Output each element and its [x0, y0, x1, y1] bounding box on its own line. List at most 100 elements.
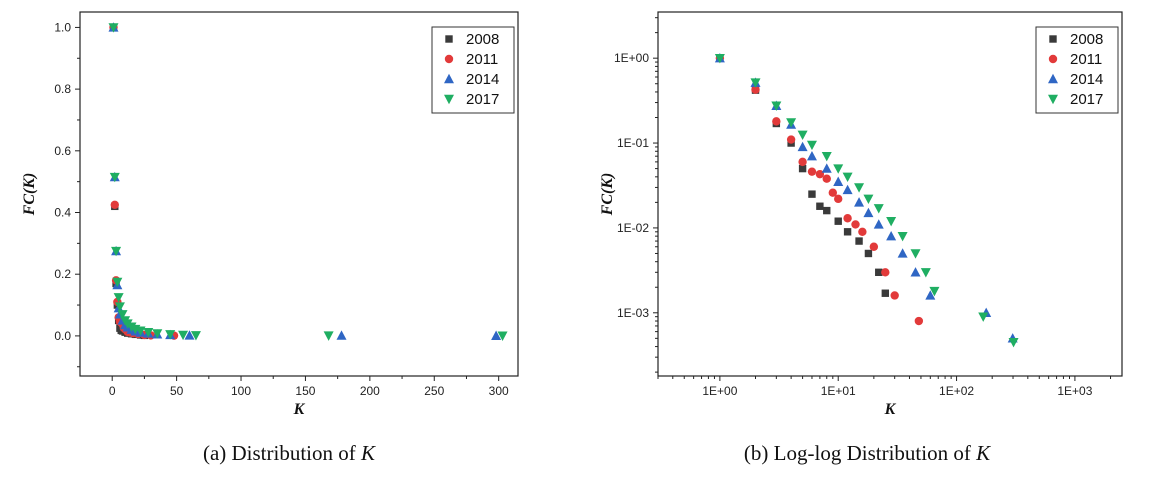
legend-label-2014: 2014: [466, 71, 499, 88]
legend-marker-2014: [1048, 73, 1058, 84]
y-tick-label-0.0: 0.0: [54, 329, 71, 343]
chart-linear: 0 50 100 150 200 250 300 0.0 0.2 0.4 0.6 0.8 1.0 K FC(…: [21, 11, 519, 418]
point-b-2017: [797, 130, 808, 141]
point-a-2017: [497, 331, 508, 341]
point-b-2014: [842, 184, 853, 195]
point-b-2011: [890, 291, 899, 300]
y-tick-label-1E-01: 1E-01: [617, 136, 649, 150]
point-a-2017: [323, 331, 334, 341]
x-axis-label: K: [884, 401, 897, 418]
point-b-2014: [854, 197, 865, 207]
caption-b: (b) Log-log Distribution of K: [578, 441, 1156, 466]
point-b-2011: [843, 214, 852, 223]
point-b-2014: [925, 290, 936, 300]
point-b-2017: [854, 183, 865, 193]
x-tick-label-1E+01: 1E+01: [821, 384, 856, 398]
point-b-2008: [816, 202, 824, 210]
point-b-2014: [797, 141, 808, 152]
point-a-2014: [336, 330, 347, 340]
point-a-2011: [110, 200, 119, 209]
plot-frame: [657, 11, 1123, 377]
legend-marker-2017: [1048, 94, 1058, 105]
point-b-2014: [910, 267, 921, 277]
point-b-2014: [873, 219, 884, 229]
legend-marker-2017: [444, 94, 454, 105]
point-b-2011: [751, 85, 760, 94]
legend-label-2017: 2017: [1070, 91, 1103, 108]
y-tick-label-1E-02: 1E-02: [617, 221, 649, 235]
point-b-2008: [808, 190, 816, 198]
point-a-2017: [114, 302, 125, 312]
point-b-2014: [806, 150, 817, 161]
point-b-2011: [786, 135, 796, 144]
point-b-2017: [786, 118, 797, 128]
point-b-2017: [842, 172, 853, 183]
x-axis-label: K: [293, 401, 306, 418]
caption-a: (a) Distribution of K: [0, 441, 578, 466]
point-b-2017: [897, 231, 908, 242]
point-a-2014: [491, 330, 502, 340]
legend-label-2008: 2008: [466, 31, 499, 48]
point-a-2017: [126, 322, 137, 332]
point-b-2008: [855, 237, 863, 245]
x-tick-label-150: 150: [295, 384, 315, 398]
caption-b-text: (b) Log-log Distribution of: [743, 441, 977, 465]
panel-linear: 0 50 100 150 200 250 300 0.0 0.2 0.4 0.6 0.8 1.0 K FC(…: [0, 11, 578, 466]
legend-marker-2014: [444, 73, 454, 84]
point-a-2017: [135, 326, 146, 336]
point-b-2017: [821, 151, 832, 162]
legend-marker-2008: [1049, 35, 1057, 43]
legend-marker-2011: [1048, 54, 1058, 64]
point-b-2011: [807, 167, 817, 176]
point-a-2017: [113, 293, 124, 303]
legend-label-2014: 2014: [1070, 71, 1103, 88]
point-b-2017: [771, 101, 782, 111]
point-b-2011: [822, 174, 831, 183]
point-b-2014: [821, 163, 832, 173]
point-a-2017: [143, 327, 154, 338]
point-b-2017: [714, 53, 725, 64]
caption-a-text: (a) Distribution of: [202, 441, 362, 465]
point-b-2017: [750, 78, 761, 88]
point-b-2014: [886, 230, 897, 241]
point-a-2017: [112, 277, 123, 288]
legend-label-2017: 2017: [466, 91, 499, 108]
legend-label-2008: 2008: [1070, 31, 1103, 48]
point-b-2014: [833, 176, 844, 186]
point-b-2014: [863, 207, 874, 218]
point-b-2017: [806, 140, 817, 151]
x-tick-label-300: 300: [489, 384, 509, 398]
point-b-2011: [828, 188, 838, 197]
point-b-2008: [823, 206, 831, 215]
x-tick-label-1E+00: 1E+00: [702, 384, 737, 398]
x-tick-label-0: 0: [109, 384, 116, 398]
x-tick-label-1E+03: 1E+03: [1057, 384, 1092, 398]
point-b-2008: [798, 164, 807, 173]
legend-marker-2008: [445, 35, 453, 43]
legend-label-2011: 2011: [1070, 51, 1102, 68]
point-b-2008: [834, 217, 842, 225]
x-tick-label-250: 250: [424, 384, 444, 398]
y-tick-label-1.0: 1.0: [54, 20, 71, 34]
point-b-2008: [875, 268, 883, 276]
y-axis-label: FC(K): [599, 173, 616, 217]
point-b-2008: [843, 228, 852, 236]
y-tick-label-0.8: 0.8: [54, 82, 71, 96]
point-b-2011: [881, 268, 890, 277]
point-b-2017: [1008, 338, 1019, 348]
point-b-2011: [815, 169, 825, 179]
point-b-2017: [863, 194, 874, 205]
point-b-2017: [978, 312, 989, 322]
caption-b-var: K: [976, 441, 991, 465]
point-b-2011: [869, 242, 879, 251]
point-b-2011: [798, 157, 807, 167]
panel-loglog: 1E+00 1E+01 1E+02 1E+03 1E-03 1E-02 1E-01 1E+00…: [578, 0, 1156, 488]
point-b-2011: [772, 117, 781, 126]
y-tick-label-1E+00: 1E+00: [614, 51, 649, 65]
x-tick-label-1E+02: 1E+02: [939, 384, 974, 398]
point-a-2014: [184, 330, 195, 340]
point-b-2014: [897, 248, 908, 258]
chart-loglog: 1E+00 1E+01 1E+02 1E+03 1E-03 1E-02 1E-01 1E+00…: [599, 11, 1123, 418]
y-tick-label-0.6: 0.6: [54, 144, 71, 158]
point-a-2017: [178, 330, 189, 341]
